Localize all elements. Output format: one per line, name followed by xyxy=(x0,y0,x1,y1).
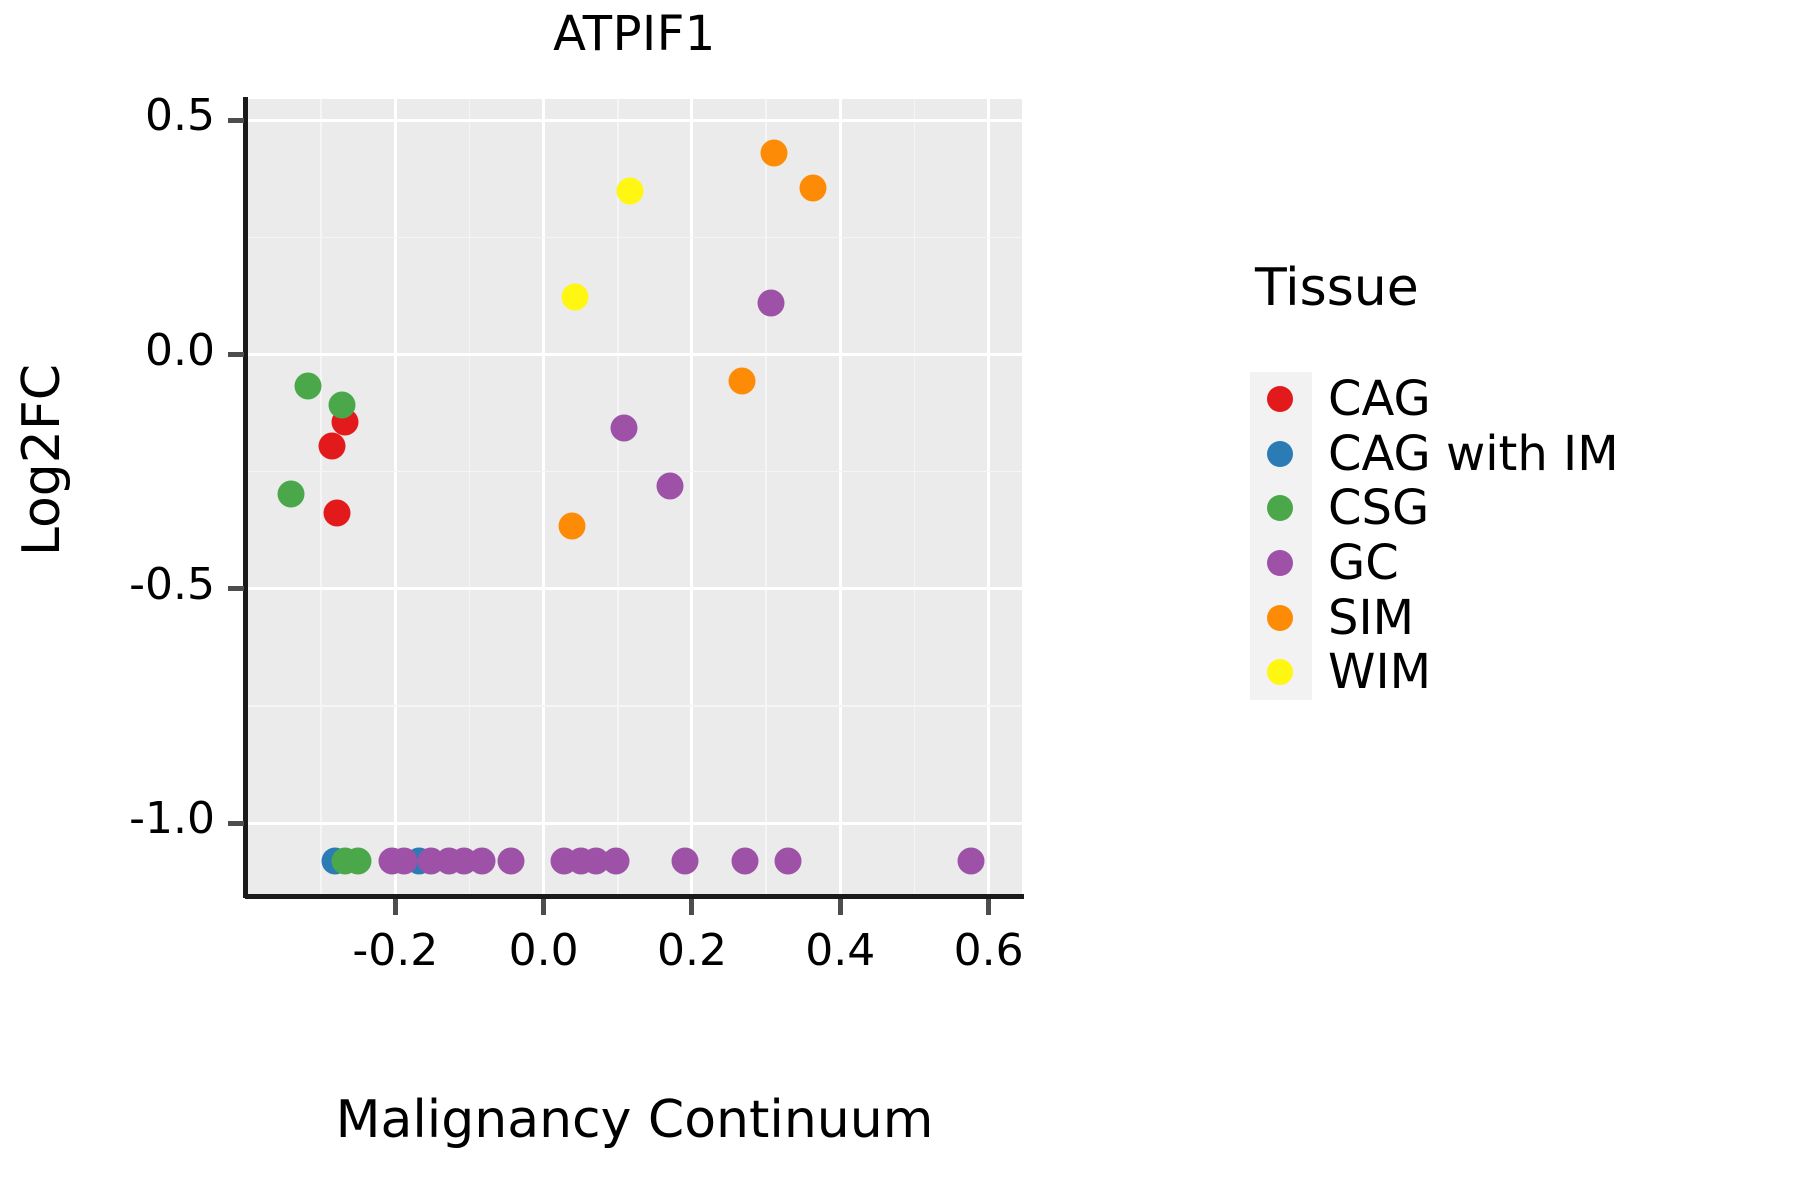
x-tick-label: -0.2 xyxy=(352,925,439,976)
y-tick-mark xyxy=(228,117,244,123)
x-tick-mark xyxy=(541,899,547,915)
x-tick-mark xyxy=(837,899,843,915)
y-tick-label: -1.0 xyxy=(129,793,215,845)
y-tick-label: 0.0 xyxy=(145,324,215,376)
data-point xyxy=(328,391,356,419)
data-point xyxy=(390,847,418,875)
data-point xyxy=(760,139,788,167)
x-tick-label: 0.0 xyxy=(508,925,579,976)
grid-line-horizontal-major xyxy=(247,587,1022,591)
data-point xyxy=(957,847,985,875)
data-point xyxy=(671,847,699,875)
grid-line-horizontal-major xyxy=(247,118,1022,122)
grid-line-vertical-major xyxy=(542,99,546,896)
legend-key-background xyxy=(1250,372,1312,700)
data-point xyxy=(616,177,644,205)
data-point xyxy=(731,847,759,875)
x-tick-mark xyxy=(689,899,695,915)
plot-panel xyxy=(247,99,1022,896)
y-axis-line xyxy=(243,97,248,898)
legend-item-label: WIM xyxy=(1328,644,1432,701)
data-point xyxy=(497,847,525,875)
data-point xyxy=(774,847,802,875)
x-axis-line xyxy=(245,894,1024,899)
legend-title: Tissue xyxy=(1255,258,1419,318)
y-tick-label: -0.5 xyxy=(129,558,215,610)
grid-line-vertical-major xyxy=(838,99,842,896)
grid-line-horizontal-minor xyxy=(247,470,1022,473)
data-point xyxy=(277,480,305,508)
chart-title: ATPIF1 xyxy=(553,6,716,62)
legend-item-label: GC xyxy=(1328,535,1399,592)
data-point xyxy=(602,847,630,875)
grid-line-vertical-minor xyxy=(468,99,471,896)
grid-line-vertical-minor xyxy=(617,99,619,896)
grid-line-vertical-major xyxy=(690,99,694,896)
data-point xyxy=(561,283,589,311)
legend-swatch-icon xyxy=(1267,440,1293,467)
data-point xyxy=(799,174,827,202)
grid-line-vertical-major xyxy=(987,99,991,896)
grid-line-horizontal-major xyxy=(247,353,1022,356)
data-point xyxy=(757,289,785,317)
x-axis-title: Malignancy Continuum xyxy=(335,1090,934,1150)
data-point xyxy=(323,499,351,526)
x-tick-label: 0.4 xyxy=(805,925,876,976)
x-tick-mark xyxy=(986,899,992,915)
grid-line-horizontal-major xyxy=(247,821,1022,825)
grid-line-horizontal-minor xyxy=(247,705,1022,707)
y-axis-title: Log2FC xyxy=(12,363,72,557)
data-point xyxy=(344,847,372,875)
data-point xyxy=(558,512,586,540)
grid-line-horizontal-minor xyxy=(247,236,1022,239)
data-point xyxy=(728,367,756,395)
y-tick-mark xyxy=(228,586,244,592)
x-tick-mark xyxy=(392,899,398,915)
x-tick-label: 0.2 xyxy=(656,925,727,976)
data-point xyxy=(656,472,684,500)
y-tick-mark xyxy=(228,352,244,357)
data-point xyxy=(318,432,346,460)
y-tick-label: 0.5 xyxy=(145,90,215,142)
grid-line-vertical-major xyxy=(393,99,397,896)
legend-swatch-icon xyxy=(1267,604,1293,631)
legend-swatch-icon xyxy=(1267,386,1293,413)
legend-item-label: SIM xyxy=(1328,589,1415,646)
x-tick-label: 0.6 xyxy=(953,925,1024,976)
legend-swatch-icon xyxy=(1267,659,1293,686)
grid-line-vertical-minor xyxy=(913,99,916,896)
legend-item-label: CAG xyxy=(1328,371,1431,428)
legend-swatch-icon xyxy=(1267,550,1293,577)
grid-line-vertical-minor xyxy=(320,99,322,896)
data-point xyxy=(468,847,496,875)
data-point xyxy=(294,372,322,400)
legend-swatch-icon xyxy=(1267,495,1293,522)
grid-line-vertical-minor xyxy=(765,99,767,896)
legend-item-label: CSG xyxy=(1328,480,1430,537)
data-point xyxy=(610,414,638,442)
y-tick-mark xyxy=(228,820,244,826)
legend-item-label: CAG with IM xyxy=(1328,425,1619,482)
